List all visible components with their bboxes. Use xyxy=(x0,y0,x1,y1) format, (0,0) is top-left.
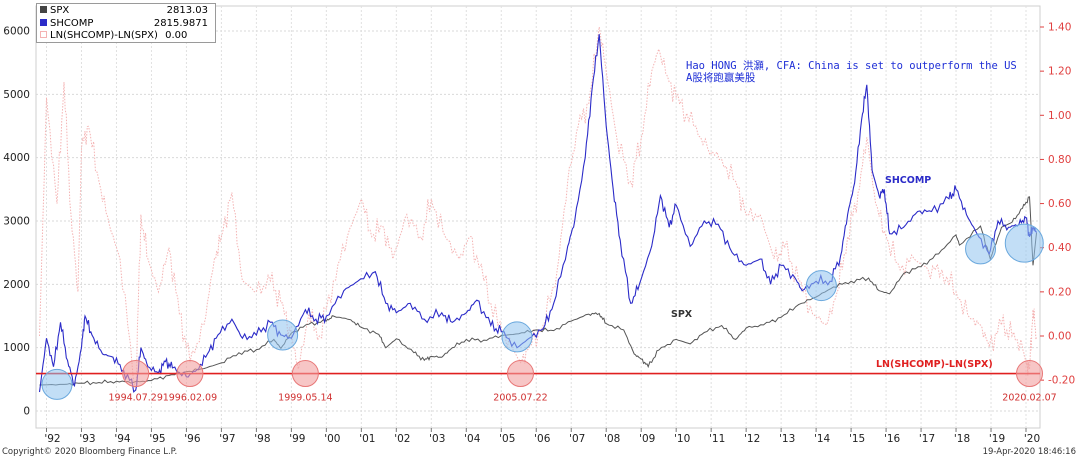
x-tick-label: '08 xyxy=(604,433,620,445)
series-line-spx xyxy=(39,196,1037,386)
right-tick-label: 1.00 xyxy=(1048,110,1071,122)
right-tick-label: 0.60 xyxy=(1048,198,1071,210)
right-tick-label: 1.40 xyxy=(1048,22,1071,34)
legend-swatch-spread xyxy=(40,31,47,38)
grid-lines xyxy=(35,5,1041,429)
date-annotation-label: 2020.02.07 xyxy=(1002,393,1056,404)
series-label-spread: LN(SHCOMP)-LN(SPX) xyxy=(876,359,993,370)
annotation-text: Hao HONG 洪灝, CFA: China is set to outper… xyxy=(686,60,1017,84)
x-tick-label: '19 xyxy=(989,433,1005,445)
highlight-circle-red xyxy=(291,360,319,388)
right-axis: -0.20 0.00 0.20 0.40 0.60 0.80 1.00 1.20 1.40 xyxy=(1040,22,1075,387)
footer-copyright: Copyright© 2020 Bloomberg Finance L.P. xyxy=(2,447,178,457)
highlight-layer: 1994.07.29 1996.02.09 1999.05.14 2005.07.22… xyxy=(41,223,1057,404)
x-tick-label: '01 xyxy=(359,433,375,445)
legend-label-spx: SPX xyxy=(50,5,70,16)
legend-item-spread: LN(SHCOMP)-LN(SPX) 0.00 xyxy=(40,30,212,43)
annotation-line-1: Hao HONG 洪灝, CFA: China is set to outper… xyxy=(686,60,1017,72)
series-label-shcomp: SHCOMP xyxy=(885,175,932,186)
x-tick-label: '97 xyxy=(219,433,235,445)
date-annotation-label: 2005.07.22 xyxy=(493,393,547,404)
date-annotation-label: 1996.02.09 xyxy=(163,393,217,404)
highlight-circle-red xyxy=(507,360,535,388)
legend-value-spread: 0.00 xyxy=(165,30,188,41)
x-tick-label: '14 xyxy=(814,433,831,445)
legend-label-spread: LN(SHCOMP)-LN(SPX) xyxy=(50,30,158,41)
highlight-circle-blue xyxy=(267,319,299,351)
x-tick-label: '18 xyxy=(954,433,970,445)
legend-swatch-shcomp xyxy=(40,18,47,26)
x-tick-label: '05 xyxy=(499,433,515,445)
x-tick-label: '15 xyxy=(849,433,865,445)
plot-frame xyxy=(35,5,1041,429)
legend-label-shcomp: SHCOMP xyxy=(50,17,94,29)
x-tick-label: '99 xyxy=(289,433,305,445)
highlight-circle-blue xyxy=(501,321,533,353)
legend-value-spx: 2813.03 xyxy=(166,5,208,16)
x-tick-label: '00 xyxy=(324,433,340,445)
annotation-line-2: A股将跑赢美股 xyxy=(686,72,756,84)
x-tick-label: '11 xyxy=(709,433,725,445)
x-tick-label: '96 xyxy=(184,433,201,445)
legend-value-shcomp: 2815.9871 xyxy=(153,17,208,29)
left-tick-label: 0 xyxy=(23,406,30,418)
x-tick-label: '20 xyxy=(1024,433,1040,445)
x-tick-label: '07 xyxy=(569,433,585,445)
highlight-circle-red xyxy=(1016,360,1044,388)
legend-item-shcomp: SHCOMP 2815.9871 xyxy=(40,18,212,31)
x-tick-label: '16 xyxy=(884,433,901,445)
x-tick-label: '12 xyxy=(744,433,760,445)
footer-timestamp: 19-Apr-2020 18:46:16 xyxy=(982,447,1076,457)
series-layer xyxy=(36,26,1040,393)
left-axis: 0 1000 2000 3000 4000 5000 6000 xyxy=(3,26,30,418)
x-tick-label: '95 xyxy=(149,433,165,445)
legend-swatch-spx xyxy=(40,6,47,13)
x-tick-label: '09 xyxy=(639,433,655,445)
right-tick-label: 0.00 xyxy=(1048,331,1071,343)
right-tick-label: -0.20 xyxy=(1048,375,1075,387)
date-annotation-label: 1994.07.29 xyxy=(108,393,162,404)
highlight-circle-blue xyxy=(1004,223,1044,263)
right-tick-label: 1.20 xyxy=(1048,66,1071,78)
x-tick-label: '06 xyxy=(534,433,551,445)
series-line-shcomp xyxy=(38,34,1038,393)
left-tick-label: 3000 xyxy=(3,216,30,228)
right-tick-label: 0.40 xyxy=(1048,242,1071,254)
left-tick-label: 2000 xyxy=(3,279,30,291)
legend-item-spx: SPX 2813.03 xyxy=(40,5,212,18)
x-tick-label: '03 xyxy=(429,433,445,445)
left-tick-label: 1000 xyxy=(3,342,30,354)
date-annotation-label: 1999.05.14 xyxy=(278,393,332,404)
x-tick-label: '10 xyxy=(674,433,690,445)
highlight-circle-blue xyxy=(41,368,73,400)
x-tick-label: '04 xyxy=(464,433,481,445)
series-label-spx: SPX xyxy=(671,309,693,320)
left-tick-label: 5000 xyxy=(3,89,30,101)
series-line-spread xyxy=(39,26,1037,392)
left-tick-label: 4000 xyxy=(3,152,30,164)
right-tick-label: 0.80 xyxy=(1048,154,1071,166)
x-tick-label: '17 xyxy=(919,433,935,445)
highlight-circle-red xyxy=(176,360,204,388)
x-tick-label: '02 xyxy=(394,433,410,445)
highlight-circle-red xyxy=(122,360,150,388)
x-tick-label: '93 xyxy=(79,433,95,445)
highlight-circle-blue xyxy=(805,270,837,302)
x-tick-label: '94 xyxy=(114,433,131,445)
highlight-circle-blue xyxy=(965,233,997,265)
x-axis: '92 '93 '94 '95 '96 '97 '98 '99 '00 '01 '02 '03 '04 '… xyxy=(44,428,1040,445)
right-tick-label: 0.20 xyxy=(1048,286,1071,298)
left-tick-label: 6000 xyxy=(3,26,30,38)
x-tick-label: '98 xyxy=(254,433,270,445)
x-tick-label: '92 xyxy=(44,433,60,445)
x-tick-label: '13 xyxy=(779,433,795,445)
legend: SPX 2813.03 SHCOMP 2815.9871 LN(SHCOMP)-… xyxy=(36,3,216,43)
